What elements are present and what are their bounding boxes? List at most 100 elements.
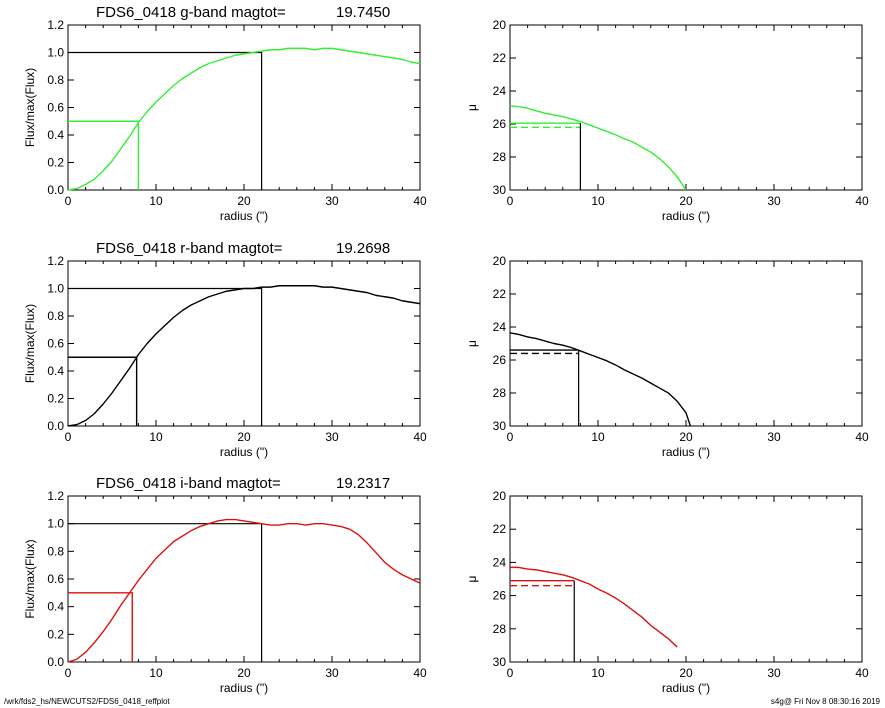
y-tick-label: 0.6	[47, 572, 64, 586]
x-tick-label: 30	[767, 430, 781, 444]
x-tick-label: 30	[767, 194, 781, 208]
y-tick-label: 0.2	[47, 627, 64, 641]
y-axis-label: μ	[465, 575, 479, 582]
x-axis-label: radius (")	[220, 445, 268, 459]
x-tick-label: 0	[507, 194, 514, 208]
y-tick-label: 26	[493, 589, 507, 603]
g-profile-panel: 0 10 20 30 40 20 22 24 26 28 30 radius (") μ	[465, 18, 869, 223]
y-axis-label: Flux/max(Flux)	[23, 68, 37, 147]
r-growth-panel: 0 10 20 30 40 0.0 0.2 0.4 0.6 0.8 1.0 1.2 radius (")…	[23, 240, 427, 459]
half-light-radius-line	[68, 356, 138, 426]
y-tick-label: 0.0	[47, 655, 64, 669]
x-tick-label: 40	[413, 194, 427, 208]
total-radius-line	[68, 287, 263, 426]
footer-right: s4g@ Fri Nov 8 08:30:16 2019	[771, 697, 881, 706]
y-tick-label: 0.8	[47, 544, 64, 558]
y-tick-label: 24	[493, 555, 507, 569]
y-axis-label: μ	[465, 340, 479, 347]
x-tick-label: 10	[591, 430, 605, 444]
x-tick-label: 40	[413, 430, 427, 444]
y-tick-label: 20	[493, 489, 507, 503]
g-profile-curve	[509, 105, 687, 191]
i-profile-panel: 0 10 20 30 40 20 22 24 26 28 30 radius (") μ	[465, 489, 869, 695]
x-tick-label: 40	[413, 666, 427, 680]
y-tick-label: 0.0	[47, 183, 64, 197]
x-axis-label: radius (")	[220, 209, 268, 223]
r-profile-frame	[509, 260, 863, 427]
half-light-radius-line	[68, 592, 133, 662]
x-axis-label: radius (")	[662, 209, 710, 223]
g-growth-frame	[67, 24, 421, 191]
r-growth-frame	[67, 260, 421, 427]
x-tick-label: 10	[149, 194, 163, 208]
y-tick-label: 24	[493, 84, 507, 98]
x-tick-label: 40	[855, 430, 869, 444]
y-axis-label: Flux/max(Flux)	[23, 539, 37, 618]
x-tick-label: 30	[767, 666, 781, 680]
x-tick-label: 30	[325, 430, 339, 444]
x-tick-label: 0	[65, 666, 72, 680]
x-tick-label: 20	[679, 194, 693, 208]
g-growth-panel: 0 10 20 30 40 0.0 0.2 0.4 0.6 0.8 1.0 1.2 radius (")…	[23, 4, 427, 223]
y-tick-label: 26	[493, 353, 507, 367]
y-tick-label: 30	[493, 183, 507, 197]
y-tick-label: 0.4	[47, 128, 64, 142]
x-tick-label: 20	[237, 194, 251, 208]
y-tick-label: 26	[493, 117, 507, 131]
r-profile-panel: 0 10 20 30 40 20 22 24 26 28 30 radius (") μ	[465, 254, 869, 459]
total-radius-line	[68, 51, 263, 190]
footer: /wrk/fds2_hs/NEWCUTS2/FDS6_0418_reffplot…	[4, 697, 881, 706]
y-tick-label: 0.6	[47, 337, 64, 351]
chart-title: FDS6_0418 r-band magtot=	[96, 240, 283, 257]
r-profile-curve	[509, 332, 692, 427]
magtot-value: 19.2698	[336, 240, 390, 257]
chart-title: FDS6_0418 g-band magtot=	[96, 4, 286, 21]
x-tick-label: 10	[591, 194, 605, 208]
y-tick-label: 0.4	[47, 600, 64, 614]
y-tick-label: 24	[493, 320, 507, 334]
x-tick-label: 10	[591, 666, 605, 680]
x-tick-label: 20	[679, 666, 693, 680]
y-axis-label: Flux/max(Flux)	[23, 304, 37, 383]
y-tick-label: 30	[493, 655, 507, 669]
x-tick-label: 20	[237, 666, 251, 680]
y-tick-label: 0.4	[47, 364, 64, 378]
y-tick-label: 0.8	[47, 73, 64, 87]
x-tick-label: 0	[507, 430, 514, 444]
x-axis-label: radius (")	[662, 445, 710, 459]
g-profile-frame	[509, 24, 863, 191]
footer-left: /wrk/fds2_hs/NEWCUTS2/FDS6_0418_reffplot	[4, 697, 170, 706]
x-tick-label: 40	[855, 666, 869, 680]
x-tick-label: 10	[149, 666, 163, 680]
y-tick-label: 0.0	[47, 419, 64, 433]
y-tick-label: 22	[493, 287, 507, 301]
y-tick-label: 1.2	[47, 254, 64, 268]
chart-title: FDS6_0418 i-band magtot=	[96, 475, 281, 492]
y-tick-label: 0.8	[47, 309, 64, 323]
y-tick-label: 1.0	[47, 517, 64, 531]
y-tick-label: 1.0	[47, 46, 64, 60]
y-tick-label: 22	[493, 51, 507, 65]
g-growth-curve	[67, 47, 421, 191]
x-tick-label: 0	[65, 194, 72, 208]
y-axis-label: μ	[465, 104, 479, 111]
magtot-value: 19.7450	[336, 4, 390, 21]
y-tick-label: 1.2	[47, 18, 64, 32]
x-tick-label: 10	[149, 430, 163, 444]
x-tick-label: 30	[325, 194, 339, 208]
y-tick-label: 28	[493, 622, 507, 636]
y-tick-label: 0.2	[47, 156, 64, 170]
y-tick-label: 28	[493, 386, 507, 400]
i-profile-curve	[510, 566, 678, 648]
i-profile-frame	[509, 495, 863, 663]
y-tick-label: 28	[493, 150, 507, 164]
x-tick-label: 20	[679, 430, 693, 444]
x-tick-label: 0	[65, 430, 72, 444]
y-tick-label: 20	[493, 254, 507, 268]
y-tick-label: 1.2	[47, 489, 64, 503]
r-growth-curve	[67, 285, 421, 427]
y-tick-label: 30	[493, 419, 507, 433]
y-tick-label: 22	[493, 522, 507, 536]
x-tick-label: 40	[855, 194, 869, 208]
